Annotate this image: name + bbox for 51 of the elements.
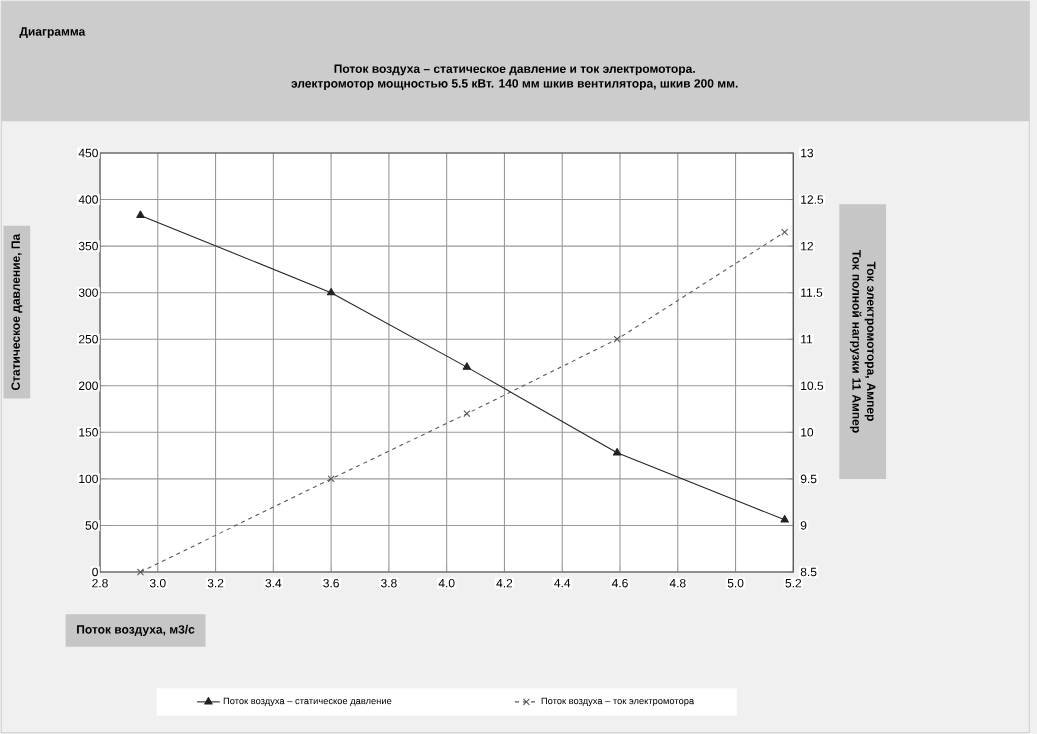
point: [136, 568, 145, 576]
x-tick-label: 3.8: [381, 578, 397, 588]
x-tick-label: 4.4: [554, 578, 571, 588]
x-tick-label: 3.6: [323, 578, 339, 588]
point: [326, 287, 336, 296]
x-axis-title: Поток воздуха, м3/с: [77, 624, 195, 637]
y-tick-label: 250: [78, 334, 98, 344]
text: Диаграмма: [19, 27, 86, 39]
y2-tick-label: 11: [801, 335, 813, 344]
x-tick-label: 3.4: [265, 578, 282, 588]
y-tick-label: 300: [78, 288, 98, 297]
y-tick-label: 50: [85, 521, 98, 530]
point: [327, 475, 335, 483]
x-tick-label: 4.6: [611, 578, 628, 588]
y-tick-label: 100: [79, 474, 98, 484]
y-tick-label: 0: [92, 567, 98, 577]
y2-tick-label: 8.5: [800, 567, 817, 577]
y2-tick-label: 11.5: [801, 288, 823, 297]
legend-label: Поток воздуха – ток электромотора: [541, 697, 695, 707]
y-tick-label: 350: [78, 241, 98, 251]
x-tick-label: 4.8: [669, 578, 686, 588]
x-tick-label: 4.0: [438, 578, 455, 588]
x-tick-label: 5.2: [785, 578, 802, 588]
x-tick-label: 2.8: [92, 578, 108, 588]
point: [613, 335, 621, 343]
y-axis-title: Статическое давление, Па: [11, 233, 23, 391]
y2-tick-label: 10: [801, 428, 814, 437]
y-tick-label: 150: [79, 428, 98, 437]
y-tick-label: 200: [78, 381, 98, 391]
y2-axis-title: Ток электромотора, Ампер Ток полной нагрузки 11 Ампер: [849, 250, 876, 433]
chart-title: Поток воздуха – статическое давление и ток электромотора.: [334, 64, 695, 76]
y2-tick-label: 12: [801, 241, 814, 251]
y2-tick-label: 9.5: [800, 474, 817, 484]
legend-label: Поток воздуха – статическое давление: [223, 697, 392, 707]
point: [463, 410, 471, 418]
point: [462, 362, 472, 370]
x-tick-label: 3.0: [149, 578, 166, 588]
x-tick-label: 4.2: [496, 578, 513, 588]
y2-tick-label: 13: [801, 148, 814, 158]
y2-tick-label: 10.5: [801, 381, 824, 391]
point: [612, 448, 622, 456]
y2-tick-label: 12.5: [801, 195, 824, 204]
point: [781, 228, 789, 236]
point: [780, 515, 789, 523]
x-tick-label: 5.0: [727, 578, 744, 588]
chart-subtitle: электромотор мощностью 5.5 кВт. 140 мм шкив вентилятора, шкив 200 мм.: [291, 79, 738, 91]
x-tick-label: 3.2: [207, 578, 224, 588]
point: [136, 210, 145, 219]
y2-tick-label: 9: [800, 521, 807, 530]
y-tick-label: 450: [78, 148, 98, 158]
y-tick-label: 400: [78, 195, 98, 204]
